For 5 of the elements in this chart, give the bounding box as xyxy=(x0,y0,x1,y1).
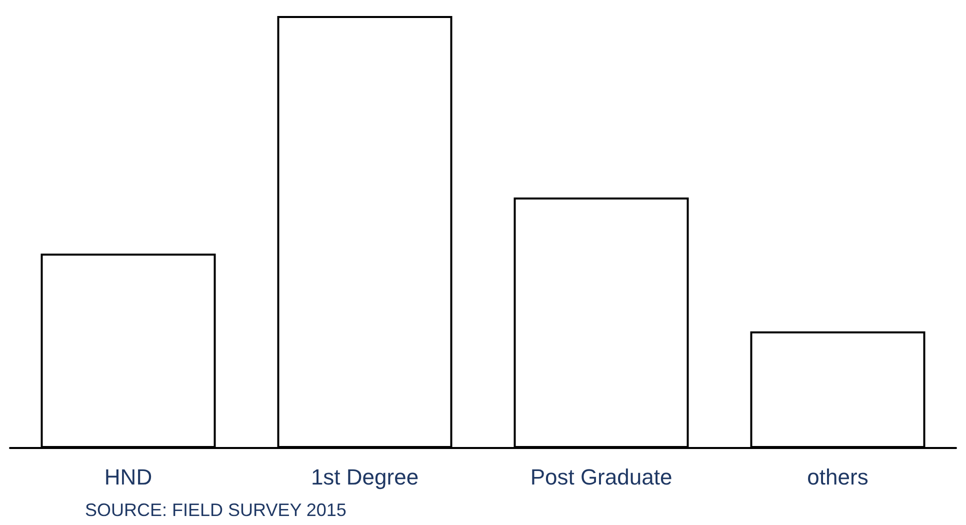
x-tick-label: Post Graduate xyxy=(530,464,672,490)
x-tick-label: others xyxy=(807,464,868,490)
x-tick-label: 1st Degree xyxy=(310,464,419,490)
x-tick-label: HND xyxy=(104,464,152,490)
source-note: SOURCE: FIELD SURVEY 2015 xyxy=(85,500,346,520)
